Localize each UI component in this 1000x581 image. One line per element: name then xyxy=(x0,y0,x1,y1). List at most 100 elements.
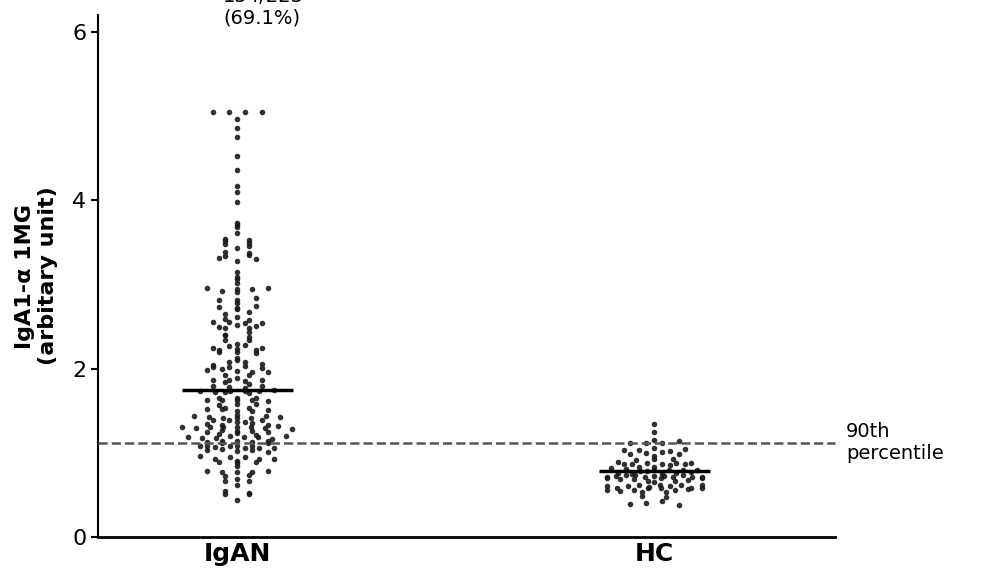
Point xyxy=(251,443,267,453)
Point xyxy=(626,474,642,483)
Point xyxy=(211,400,227,409)
Point xyxy=(661,465,677,475)
Point xyxy=(199,395,215,404)
Point xyxy=(229,399,245,408)
Point xyxy=(244,395,260,404)
Point xyxy=(236,433,252,442)
Point xyxy=(207,387,223,396)
Point xyxy=(618,470,634,479)
Point xyxy=(694,472,710,481)
Point xyxy=(237,452,253,461)
Point xyxy=(683,467,699,476)
Point xyxy=(211,394,227,403)
Point xyxy=(248,321,264,331)
Point xyxy=(254,343,270,353)
Point xyxy=(199,467,215,476)
Point xyxy=(205,107,221,117)
Point xyxy=(222,386,238,395)
Point xyxy=(217,489,233,498)
Point xyxy=(646,477,662,486)
Point xyxy=(229,296,245,305)
Point xyxy=(634,487,650,497)
Point xyxy=(205,343,221,353)
Point xyxy=(229,272,245,281)
Point xyxy=(667,476,683,486)
Point xyxy=(272,413,288,422)
Point xyxy=(229,459,245,468)
Point xyxy=(229,428,245,437)
Point xyxy=(192,386,208,396)
Point xyxy=(241,324,257,333)
Point xyxy=(244,407,260,416)
Point xyxy=(199,428,215,437)
Point xyxy=(229,373,245,382)
Point xyxy=(221,415,237,425)
Point xyxy=(631,446,647,455)
Point xyxy=(638,439,654,448)
Point xyxy=(217,314,233,323)
Point xyxy=(675,465,691,475)
Point xyxy=(229,407,245,416)
Point xyxy=(694,474,710,483)
Point xyxy=(631,463,647,472)
Point xyxy=(229,279,245,288)
Point xyxy=(677,444,693,453)
Point xyxy=(244,418,260,428)
Point xyxy=(671,437,687,446)
Point xyxy=(622,438,638,447)
Point xyxy=(207,454,223,464)
Point xyxy=(694,483,710,493)
Point xyxy=(244,367,260,376)
Point xyxy=(266,454,282,464)
Point xyxy=(244,441,260,450)
Point xyxy=(229,446,245,455)
Point xyxy=(217,324,233,333)
Point xyxy=(612,486,628,496)
Point xyxy=(229,467,245,476)
Point xyxy=(620,481,636,490)
Point xyxy=(229,304,245,314)
Point xyxy=(237,318,253,328)
Point xyxy=(248,349,264,358)
Point xyxy=(205,376,221,385)
Point xyxy=(217,471,233,480)
Point xyxy=(638,498,654,508)
Point xyxy=(680,475,696,485)
Point xyxy=(229,152,245,161)
Point xyxy=(254,107,270,117)
Point xyxy=(222,432,238,441)
Point xyxy=(180,433,196,442)
Point xyxy=(208,433,224,442)
Point xyxy=(264,434,280,443)
Point xyxy=(266,443,282,453)
Point xyxy=(194,433,210,442)
Point xyxy=(205,381,221,390)
Point xyxy=(192,452,208,461)
Point xyxy=(254,375,270,385)
Point xyxy=(229,456,245,465)
Point xyxy=(186,411,202,420)
Point xyxy=(646,471,662,480)
Point xyxy=(211,346,227,355)
Point xyxy=(221,357,237,367)
Point xyxy=(244,284,260,293)
Point xyxy=(188,424,204,433)
Point xyxy=(683,483,699,493)
Point xyxy=(673,480,689,490)
Point xyxy=(671,500,687,510)
Point xyxy=(221,318,237,327)
Point xyxy=(217,487,233,496)
Point xyxy=(229,475,245,484)
Point xyxy=(248,458,264,467)
Point xyxy=(603,464,619,473)
Point xyxy=(205,415,221,425)
Point xyxy=(637,473,653,482)
Text: 154/223
(69.1%): 154/223 (69.1%) xyxy=(223,0,304,28)
Point xyxy=(217,330,233,339)
Point xyxy=(214,405,230,414)
Point xyxy=(241,476,257,485)
Point xyxy=(610,469,626,478)
Point xyxy=(229,188,245,197)
Point xyxy=(248,346,264,355)
Point xyxy=(199,419,215,428)
